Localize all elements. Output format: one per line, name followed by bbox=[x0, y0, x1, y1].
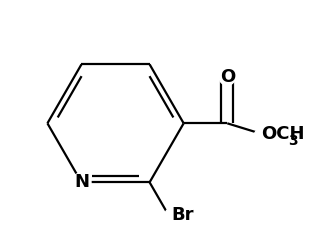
Ellipse shape bbox=[219, 69, 235, 85]
Text: 3: 3 bbox=[289, 134, 298, 148]
Ellipse shape bbox=[72, 173, 91, 192]
Text: Br: Br bbox=[171, 206, 194, 224]
Text: OCH: OCH bbox=[261, 125, 305, 143]
Text: O: O bbox=[220, 68, 235, 86]
Ellipse shape bbox=[165, 206, 195, 225]
Text: N: N bbox=[74, 173, 89, 191]
Ellipse shape bbox=[255, 125, 315, 144]
